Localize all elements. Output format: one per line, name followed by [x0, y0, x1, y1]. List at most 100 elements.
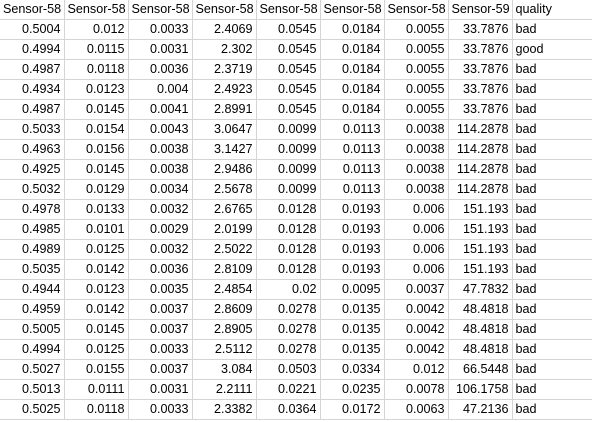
sensor-value-cell[interactable]: 2.8905 [192, 319, 257, 340]
sensor-value-cell[interactable]: 151.193 [448, 259, 513, 280]
sensor-value-cell[interactable]: 66.5448 [448, 359, 513, 380]
sensor-value-cell[interactable]: 2.5678 [192, 179, 257, 200]
sensor-value-cell[interactable]: 48.4818 [448, 319, 513, 340]
sensor-value-cell[interactable]: 0.5004 [0, 19, 65, 40]
sensor-value-cell[interactable]: 0.0128 [256, 199, 321, 220]
sensor-value-cell[interactable]: 0.5013 [0, 379, 65, 400]
quality-cell[interactable]: bad [512, 279, 592, 300]
sensor-value-cell[interactable]: 2.3719 [192, 59, 257, 80]
sensor-value-cell[interactable]: 0.0043 [128, 119, 193, 140]
sensor-value-cell[interactable]: 151.193 [448, 199, 513, 220]
sensor-value-cell[interactable]: 0.0037 [128, 319, 193, 340]
sensor-value-cell[interactable]: 0.0135 [320, 339, 385, 360]
sensor-value-cell[interactable]: 0.4987 [0, 99, 65, 120]
sensor-value-cell[interactable]: 33.7876 [448, 19, 513, 40]
header-cell[interactable]: Sensor-58 [320, 0, 385, 20]
sensor-value-cell[interactable]: 48.4818 [448, 299, 513, 320]
sensor-value-cell[interactable]: 2.5112 [192, 339, 257, 360]
sensor-value-cell[interactable]: 0.0128 [256, 239, 321, 260]
sensor-value-cell[interactable]: 0.0154 [64, 119, 129, 140]
sensor-value-cell[interactable]: 0.5035 [0, 259, 65, 280]
sensor-value-cell[interactable]: 0.0037 [384, 279, 449, 300]
sensor-value-cell[interactable]: 114.2878 [448, 179, 513, 200]
sensor-value-cell[interactable]: 0.4985 [0, 219, 65, 240]
sensor-value-cell[interactable]: 48.4818 [448, 339, 513, 360]
sensor-value-cell[interactable]: 0.0193 [320, 239, 385, 260]
sensor-value-cell[interactable]: 3.0647 [192, 119, 257, 140]
sensor-value-cell[interactable]: 0.0042 [384, 299, 449, 320]
sensor-value-cell[interactable]: 0.0142 [64, 299, 129, 320]
header-cell[interactable]: Sensor-59 [448, 0, 513, 20]
quality-cell[interactable]: bad [512, 379, 592, 400]
sensor-value-cell[interactable]: 0.0184 [320, 39, 385, 60]
sensor-value-cell[interactable]: 114.2878 [448, 139, 513, 160]
sensor-value-cell[interactable]: 0.0145 [64, 319, 129, 340]
sensor-value-cell[interactable]: 0.0545 [256, 99, 321, 120]
sensor-value-cell[interactable]: 0.0055 [384, 59, 449, 80]
sensor-value-cell[interactable]: 0.0032 [128, 239, 193, 260]
sensor-value-cell[interactable]: 0.4994 [0, 39, 65, 60]
sensor-value-cell[interactable]: 2.3382 [192, 399, 257, 420]
sensor-value-cell[interactable]: 0.0193 [320, 259, 385, 280]
sensor-value-cell[interactable]: 0.4944 [0, 279, 65, 300]
sensor-value-cell[interactable]: 2.6765 [192, 199, 257, 220]
quality-cell[interactable]: bad [512, 359, 592, 380]
sensor-value-cell[interactable]: 0.0503 [256, 359, 321, 380]
sensor-value-cell[interactable]: 0.0063 [384, 399, 449, 420]
quality-cell[interactable]: bad [512, 319, 592, 340]
sensor-value-cell[interactable]: 0.0055 [384, 99, 449, 120]
sensor-value-cell[interactable]: 0.004 [128, 79, 193, 100]
sensor-value-cell[interactable]: 33.7876 [448, 39, 513, 60]
sensor-value-cell[interactable]: 0.0031 [128, 379, 193, 400]
sensor-value-cell[interactable]: 0.0055 [384, 19, 449, 40]
sensor-value-cell[interactable]: 47.7832 [448, 279, 513, 300]
quality-cell[interactable]: bad [512, 299, 592, 320]
quality-cell[interactable]: bad [512, 219, 592, 240]
sensor-value-cell[interactable]: 0.0123 [64, 79, 129, 100]
sensor-value-cell[interactable]: 0.0184 [320, 19, 385, 40]
sensor-value-cell[interactable]: 0.0036 [128, 59, 193, 80]
sensor-value-cell[interactable]: 0.012 [64, 19, 129, 40]
sensor-value-cell[interactable]: 0.006 [384, 199, 449, 220]
sensor-value-cell[interactable]: 0.0545 [256, 59, 321, 80]
sensor-value-cell[interactable]: 0.0235 [320, 379, 385, 400]
sensor-value-cell[interactable]: 0.0099 [256, 119, 321, 140]
sensor-value-cell[interactable]: 0.0042 [384, 339, 449, 360]
sensor-value-cell[interactable]: 0.0155 [64, 359, 129, 380]
sensor-value-cell[interactable]: 0.0364 [256, 399, 321, 420]
sensor-value-cell[interactable]: 0.0038 [128, 139, 193, 160]
sensor-value-cell[interactable]: 0.0038 [384, 179, 449, 200]
sensor-value-cell[interactable]: 0.0042 [384, 319, 449, 340]
header-cell[interactable]: Sensor-58 [256, 0, 321, 20]
quality-cell[interactable]: bad [512, 199, 592, 220]
sensor-value-cell[interactable]: 2.4923 [192, 79, 257, 100]
quality-cell[interactable]: bad [512, 339, 592, 360]
header-cell[interactable]: Sensor-58 [0, 0, 65, 20]
sensor-value-cell[interactable]: 0.0037 [128, 299, 193, 320]
quality-cell[interactable]: bad [512, 59, 592, 80]
sensor-value-cell[interactable]: 0.0029 [128, 219, 193, 240]
sensor-value-cell[interactable]: 0.0184 [320, 59, 385, 80]
quality-cell[interactable]: bad [512, 239, 592, 260]
sensor-value-cell[interactable]: 0.0033 [128, 399, 193, 420]
sensor-value-cell[interactable]: 2.9486 [192, 159, 257, 180]
sensor-value-cell[interactable]: 0.0128 [256, 219, 321, 240]
quality-cell[interactable]: bad [512, 139, 592, 160]
sensor-value-cell[interactable]: 0.0101 [64, 219, 129, 240]
sensor-value-cell[interactable]: 0.4987 [0, 59, 65, 80]
sensor-value-cell[interactable]: 114.2878 [448, 159, 513, 180]
sensor-value-cell[interactable]: 0.0095 [320, 279, 385, 300]
sensor-value-cell[interactable]: 33.7876 [448, 99, 513, 120]
sensor-value-cell[interactable]: 33.7876 [448, 59, 513, 80]
sensor-value-cell[interactable]: 3.1427 [192, 139, 257, 160]
sensor-value-cell[interactable]: 0.5025 [0, 399, 65, 420]
sensor-value-cell[interactable]: 33.7876 [448, 79, 513, 100]
quality-cell[interactable]: good [512, 39, 592, 60]
quality-cell[interactable]: bad [512, 119, 592, 140]
sensor-value-cell[interactable]: 0.5033 [0, 119, 65, 140]
sensor-value-cell[interactable]: 0.0113 [320, 139, 385, 160]
sensor-value-cell[interactable]: 0.0221 [256, 379, 321, 400]
sensor-value-cell[interactable]: 0.0128 [256, 259, 321, 280]
sensor-value-cell[interactable]: 0.02 [256, 279, 321, 300]
sensor-value-cell[interactable]: 0.4934 [0, 79, 65, 100]
